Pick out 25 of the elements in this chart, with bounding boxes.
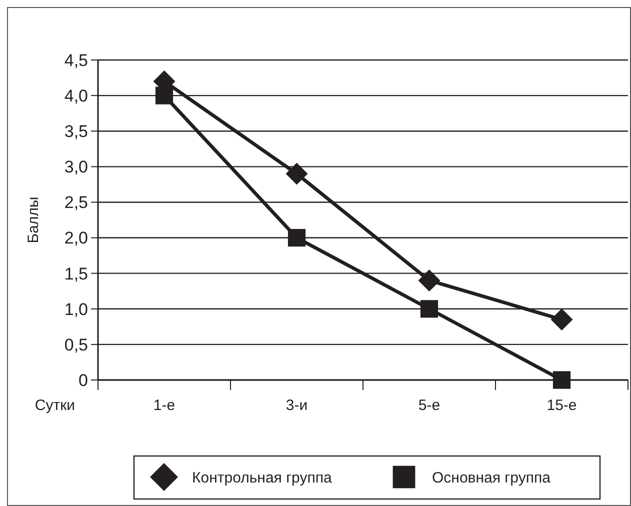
point	[286, 162, 308, 185]
y-tick-label: 2,5	[64, 193, 88, 212]
y-tick-label: 3,0	[64, 158, 88, 177]
y-tick-label: 0	[78, 370, 88, 390]
y-tick-label: 4,0	[64, 86, 88, 106]
y-axis-title: Баллы	[25, 196, 42, 244]
x-axis-title: Сутки	[34, 397, 76, 414]
x-tick-label: 3-и	[286, 397, 308, 414]
y-tick-label: 3,5	[64, 122, 88, 142]
point	[420, 300, 438, 318]
point	[155, 86, 174, 104]
x-tick-label: 5-е	[418, 397, 440, 414]
y-tick-label: 1,0	[64, 300, 88, 319]
x-tick-label: 1-е	[153, 397, 176, 414]
y-tick-label: 0,5	[64, 335, 88, 354]
y-tick-label: 1,5	[64, 264, 88, 284]
legend-label: Контрольная группа	[192, 469, 332, 486]
point	[552, 371, 571, 389]
y-tick-label: 4,5	[64, 50, 88, 70]
point	[288, 228, 306, 247]
y-tick-label: 2,0	[64, 228, 88, 248]
point	[418, 269, 440, 292]
point	[550, 308, 573, 331]
legend-label: Основная группа	[432, 469, 552, 486]
x-tick-label: 15-е	[546, 397, 577, 414]
